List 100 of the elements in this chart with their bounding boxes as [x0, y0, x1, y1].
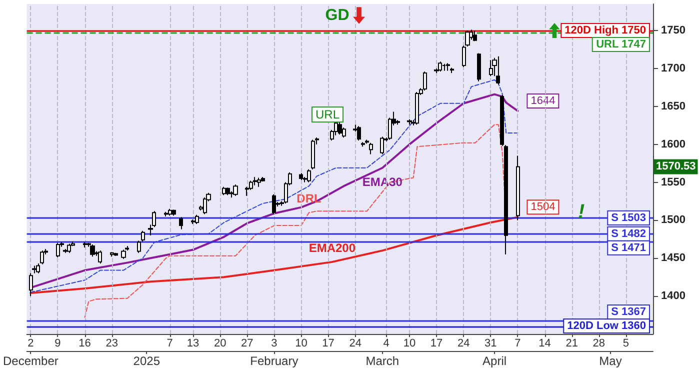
candlestick [450, 67, 454, 74]
y-tick-label: 1400 [661, 290, 686, 302]
candlestick [272, 194, 276, 215]
x2-tick-label: December [2, 354, 58, 368]
x-tick-label: 28 [592, 338, 606, 350]
candlestick [516, 155, 520, 221]
ref-line-label: S 1482 [611, 228, 646, 240]
ref-line-label: S 1503 [611, 212, 646, 224]
x-tick-label: 16 [78, 338, 91, 350]
line-series [84, 124, 507, 318]
x2-tick-label: February [250, 354, 298, 368]
y-tick-label: 1600 [661, 138, 686, 150]
x-tick-label: 3 [271, 338, 278, 350]
candlestick [172, 209, 176, 216]
candlestick [423, 71, 427, 91]
x-tick-label: 4 [383, 338, 390, 350]
x2-tick-label: March [366, 354, 400, 368]
x-tick-label: 5 [622, 338, 630, 350]
x-tick-label: 13 [186, 338, 200, 350]
candlestick [361, 142, 365, 148]
annotation: URL [315, 108, 340, 122]
x-tick-label: 24 [349, 338, 362, 350]
candlestick [407, 118, 412, 126]
candlestick [365, 139, 369, 144]
x-tick-label: 14 [538, 338, 551, 350]
x-tick-label: 7 [514, 338, 521, 350]
candlestick [357, 126, 361, 142]
candlestick [446, 62, 450, 72]
x2-tick-label: May [599, 354, 622, 368]
candlestick [191, 218, 195, 224]
x-tick-label: 21 [566, 338, 578, 350]
ref-line-label: URL 1747 [596, 38, 646, 51]
candlestick [438, 61, 442, 72]
line-series [30, 216, 519, 294]
x-tick-label: 7 [166, 338, 173, 350]
candlestick [114, 252, 118, 256]
candlestick [338, 121, 342, 135]
series-label: EMA30 [362, 174, 403, 189]
x-tick-label: 17 [322, 338, 334, 350]
candlestick [164, 211, 168, 217]
y-tick-label: 1650 [661, 100, 686, 112]
y-tick-label: 1500 [661, 214, 686, 226]
x-tick-label: 27 [241, 338, 254, 350]
candlestick [253, 176, 257, 186]
candlestick [141, 230, 145, 242]
x-tick-label: 23 [106, 338, 118, 350]
ref-line-label: S 1471 [611, 242, 646, 254]
candlestick [307, 168, 311, 183]
y-tick-label: 1450 [661, 252, 686, 264]
candlestick [257, 177, 261, 188]
annotation: GD [325, 7, 350, 24]
x-tick-label: 17 [430, 338, 443, 350]
ref-line-label: 120D Low 1360 [567, 320, 646, 332]
y-tick-label: 1700 [661, 62, 686, 74]
data-label: 1644 [530, 94, 556, 107]
ref-line-label: 120D High 1750 [564, 24, 646, 37]
annotation: ! [578, 200, 586, 223]
candlestick [415, 92, 419, 126]
x-tick-label: 2 [28, 338, 34, 350]
candlestick [233, 184, 238, 196]
candlestick [203, 196, 207, 215]
x-tick-label: 10 [403, 338, 416, 350]
candlestick [98, 250, 102, 264]
candlestick [32, 265, 37, 274]
candlestick [442, 63, 446, 72]
y-tick-label: 1750 [661, 24, 686, 37]
series-label: DRL [296, 192, 322, 206]
candlestick [311, 139, 315, 170]
candlestick [29, 272, 33, 297]
candlestick [222, 186, 226, 196]
candlestick [195, 214, 199, 224]
candlestick [380, 136, 384, 155]
x2-tick-label: 2025 [133, 354, 160, 368]
candlestick [496, 56, 500, 85]
ref-line-label: S 1367 [611, 306, 646, 318]
series-label: EMA200 [308, 240, 356, 255]
candlestick [489, 60, 493, 77]
candlestick [477, 52, 481, 82]
x-tick-label: 9 [54, 338, 61, 350]
candlestick [90, 244, 95, 258]
candlestick [83, 242, 87, 248]
candlestick [40, 250, 44, 265]
candlestick [500, 94, 504, 146]
candlestick [299, 172, 303, 180]
x-tick-label: 24 [457, 338, 470, 350]
x2-tick-label: April [482, 354, 507, 368]
candlestick [504, 144, 508, 255]
x-tick-label: 31 [484, 338, 497, 350]
candlestick [67, 243, 71, 254]
candlestick [36, 262, 40, 274]
candlestick [121, 249, 126, 260]
candlestick [369, 142, 373, 155]
x-tick-label: 10 [295, 338, 308, 350]
candlestick [168, 208, 172, 216]
x-tick-label: 20 [214, 338, 226, 350]
candlestick [473, 30, 477, 42]
y-tick-label: 1550 [661, 176, 686, 188]
data-label: 1504 [530, 201, 556, 214]
annotation: 1570.53 [656, 160, 696, 173]
candlestick [179, 216, 183, 230]
